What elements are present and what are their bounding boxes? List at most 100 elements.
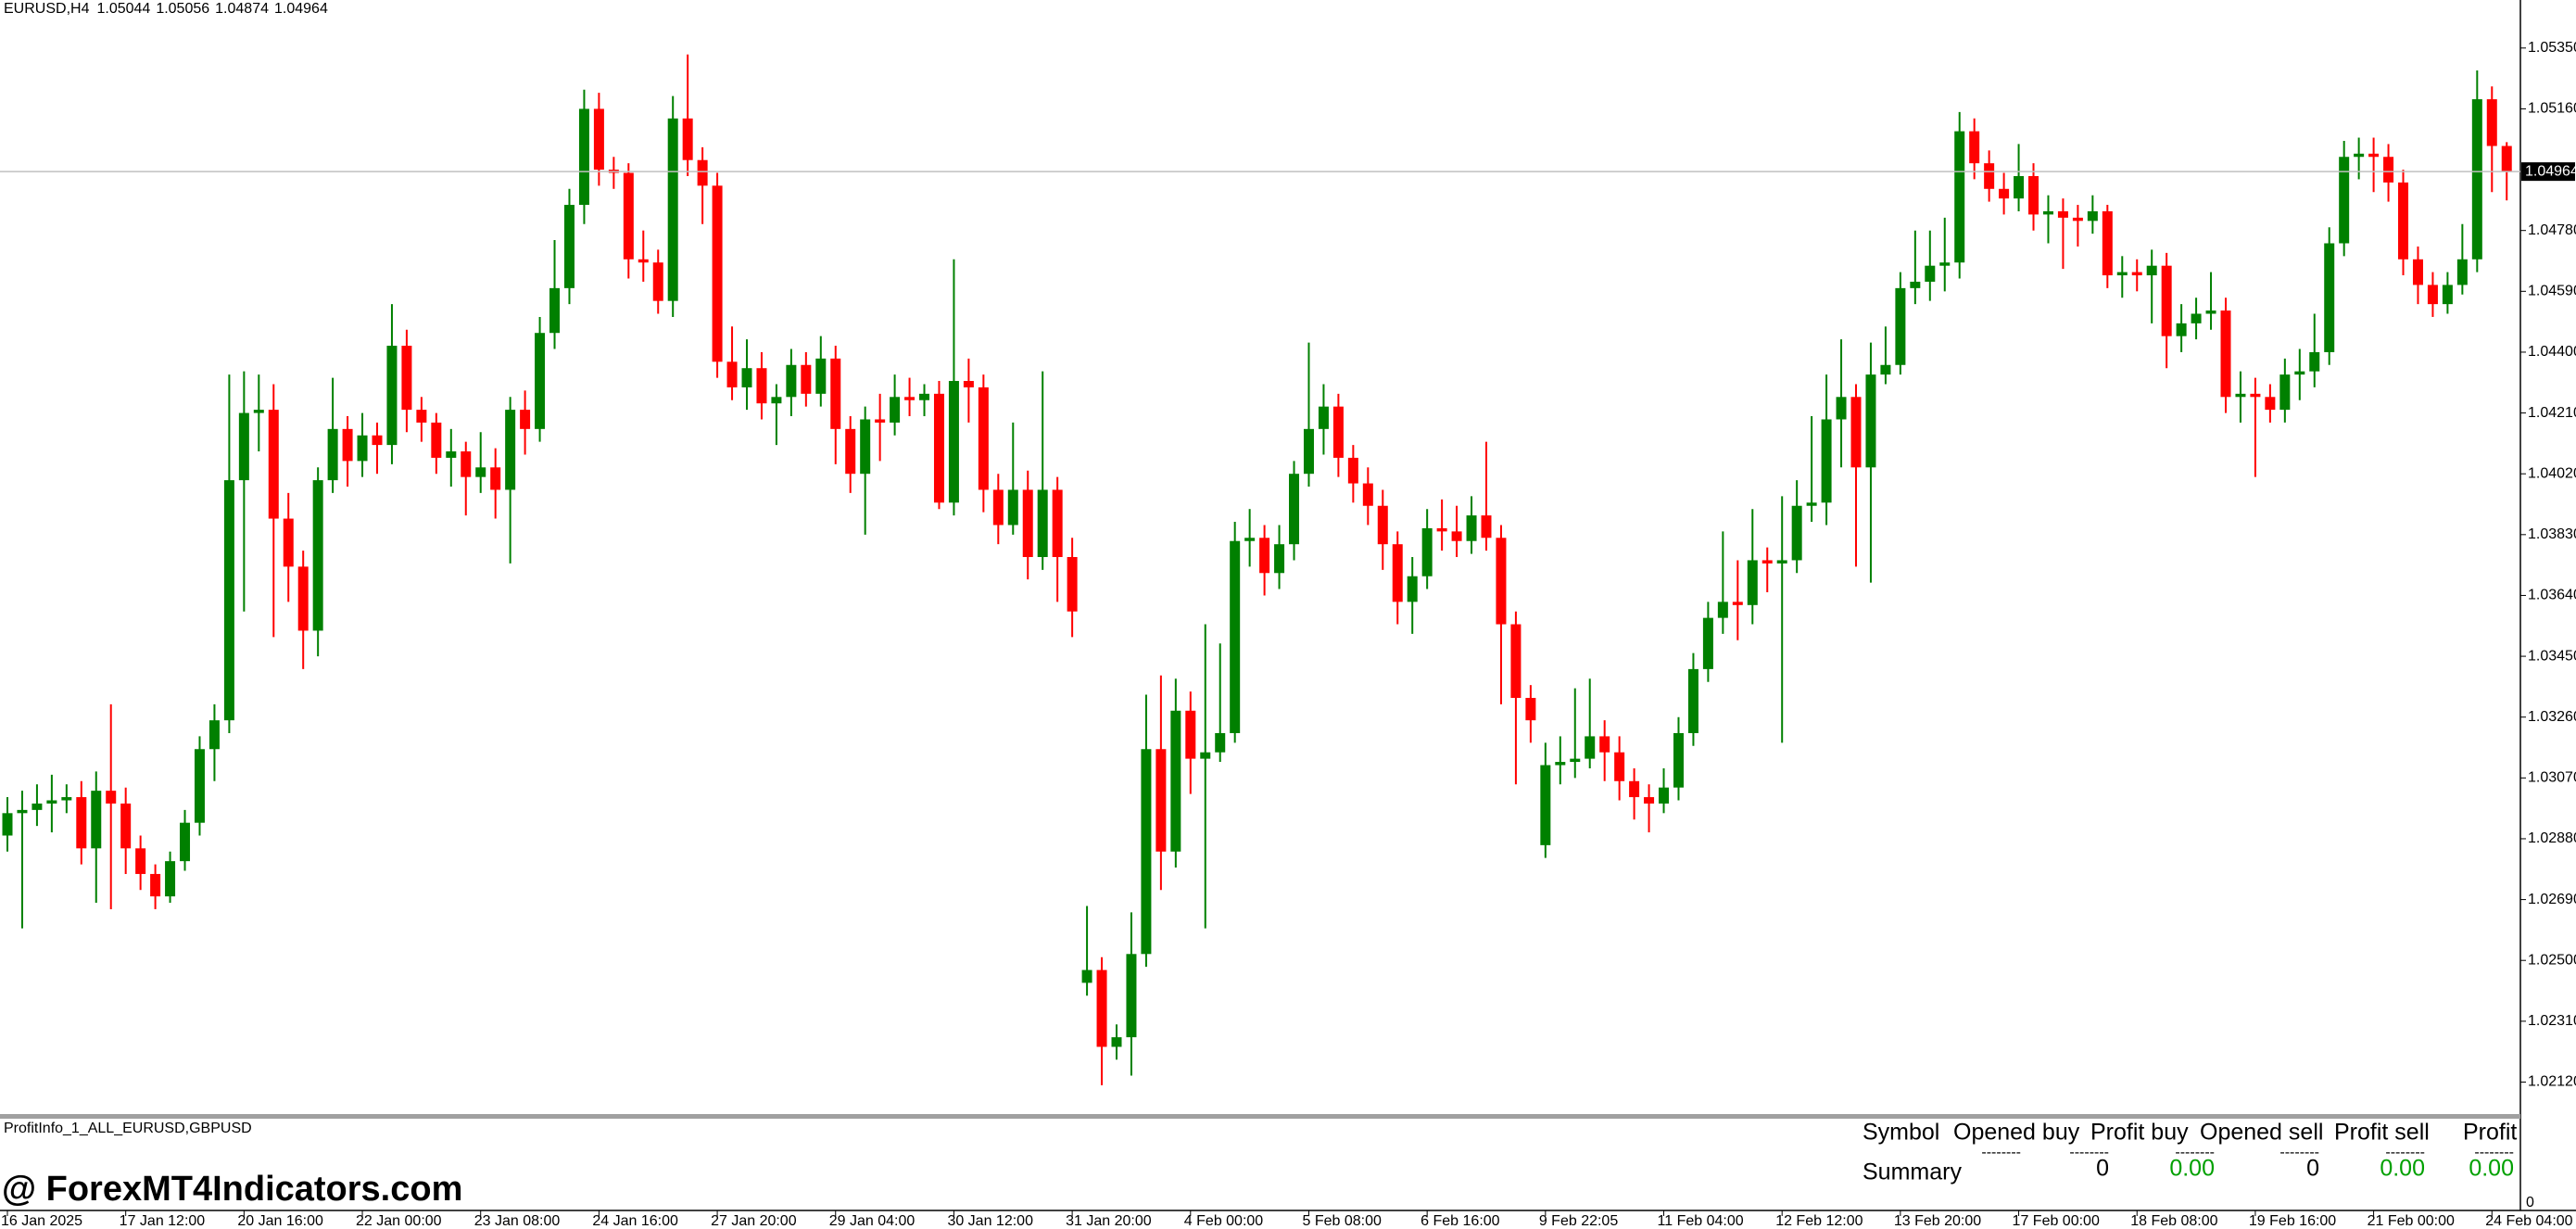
candle-body (520, 410, 531, 429)
candle-body (120, 803, 132, 849)
x-tick-label: 12 Feb 12:00 (1775, 1213, 1863, 1229)
candle-body (2486, 99, 2497, 146)
candle-body (1614, 752, 1625, 781)
candle-body (76, 797, 87, 849)
candle-body (682, 118, 693, 160)
candle-body (2412, 259, 2423, 285)
candle-body (1347, 457, 1358, 484)
candle-body (978, 386, 989, 490)
candle-body (1200, 752, 1211, 759)
candle-body (992, 489, 1004, 526)
candle-body (1850, 397, 1862, 468)
candle-body (208, 720, 220, 750)
candle-body (2294, 371, 2305, 375)
candle-body (875, 419, 886, 423)
table-cell: 0.00 (2169, 1156, 2215, 1182)
table-separator: -------- (2385, 1145, 2425, 1160)
profit-table: Symbol Opened buy Profit buy Opened sell… (1863, 1120, 2517, 1185)
x-tick-label: 5 Feb 08:00 (1302, 1213, 1382, 1229)
candle-body (238, 412, 249, 481)
table-separator: -------- (2069, 1145, 2109, 1160)
candle-body (1762, 560, 1773, 564)
candle-body (475, 467, 486, 477)
candle-body (1747, 560, 1758, 605)
candle-body (1170, 710, 1181, 852)
candle-body (1230, 540, 1241, 733)
candle-body (2501, 146, 2512, 172)
candle-body (1865, 374, 1876, 468)
candle-body (416, 410, 427, 423)
y-tick-label: 1.05160 (2528, 101, 2576, 117)
candle-body (1821, 419, 1832, 503)
candle-body (1111, 1037, 1122, 1047)
candle-body (2102, 210, 2113, 276)
table-separator: -------- (2279, 1145, 2319, 1160)
candle-body (2116, 272, 2128, 276)
candle-body (1999, 188, 2010, 199)
candle-body (1289, 474, 1300, 545)
candle-body (1022, 489, 1033, 557)
candle-body (1702, 617, 1713, 669)
candle-body (948, 381, 959, 503)
chart-header: EURUSD,H4 1.05044 1.05056 1.04874 1.04964 (4, 1, 328, 17)
candle-body (1244, 538, 1256, 541)
candle-body (2368, 153, 2380, 158)
y-tick-label: 1.03640 (2528, 588, 2576, 603)
candle-body (1939, 262, 1951, 266)
table-header: Profit (2463, 1120, 2517, 1146)
candle-body (1392, 544, 1403, 602)
candle-body (1451, 531, 1462, 541)
table-cell: 0 (2096, 1156, 2109, 1182)
candle-body (1895, 287, 1906, 365)
candle-body (1984, 163, 1995, 189)
y-tick-label: 1.02500 (2528, 952, 2576, 968)
table-separator: -------- (1981, 1145, 2021, 1160)
candle-body (801, 364, 812, 394)
candle-body (505, 410, 516, 490)
candle-body (135, 848, 146, 874)
candle-body (1585, 736, 1596, 759)
x-tick-label: 22 Jan 00:00 (356, 1213, 442, 1229)
candle-body (327, 428, 338, 481)
candle-body (535, 333, 546, 429)
candle-body (2131, 272, 2142, 276)
candle-body (1081, 969, 1092, 983)
candle-body (1215, 732, 1226, 753)
candle-body (2235, 393, 2246, 398)
candle-body (2161, 265, 2172, 336)
candle-body (712, 185, 723, 362)
table-header: Opened buy (1953, 1120, 2080, 1146)
candle-body (1332, 406, 1344, 458)
candle-body (2191, 313, 2202, 323)
candle-body (1969, 131, 1980, 164)
candle-body (1155, 749, 1167, 852)
candle-body (2028, 175, 2039, 215)
candle-body (1910, 281, 1921, 288)
table-cell: 0.00 (2380, 1156, 2425, 1182)
table-header: Profit sell (2334, 1120, 2430, 1146)
candle-body (180, 822, 191, 862)
candle-body (2471, 99, 2482, 260)
symbol-title: EURUSD,H4 (4, 1, 90, 17)
table-cell: 0 (2306, 1156, 2319, 1182)
candle-body (1717, 602, 1728, 618)
x-tick-label: 6 Feb 16:00 (1421, 1213, 1500, 1229)
table-header: Symbol (1863, 1120, 1939, 1146)
candle-body (1954, 131, 1965, 263)
candle-body (1570, 758, 1581, 763)
candle-body (845, 428, 856, 475)
y-tick-label: 1.02880 (2528, 830, 2576, 846)
candle-body (2354, 153, 2365, 158)
y-tick-label: 1.04590 (2528, 284, 2576, 299)
current-price-label: 1.04964 (2525, 163, 2576, 179)
candle-body (1659, 787, 1670, 804)
candle-body (150, 873, 161, 897)
candle-body (2072, 217, 2083, 222)
candle-body (2014, 175, 2025, 199)
x-tick-label: 24 Jan 16:00 (592, 1213, 678, 1229)
x-tick-label: 9 Feb 22:05 (1539, 1213, 1619, 1229)
candle-body (1466, 515, 1477, 541)
last-high: 1.05056 (156, 1, 209, 17)
